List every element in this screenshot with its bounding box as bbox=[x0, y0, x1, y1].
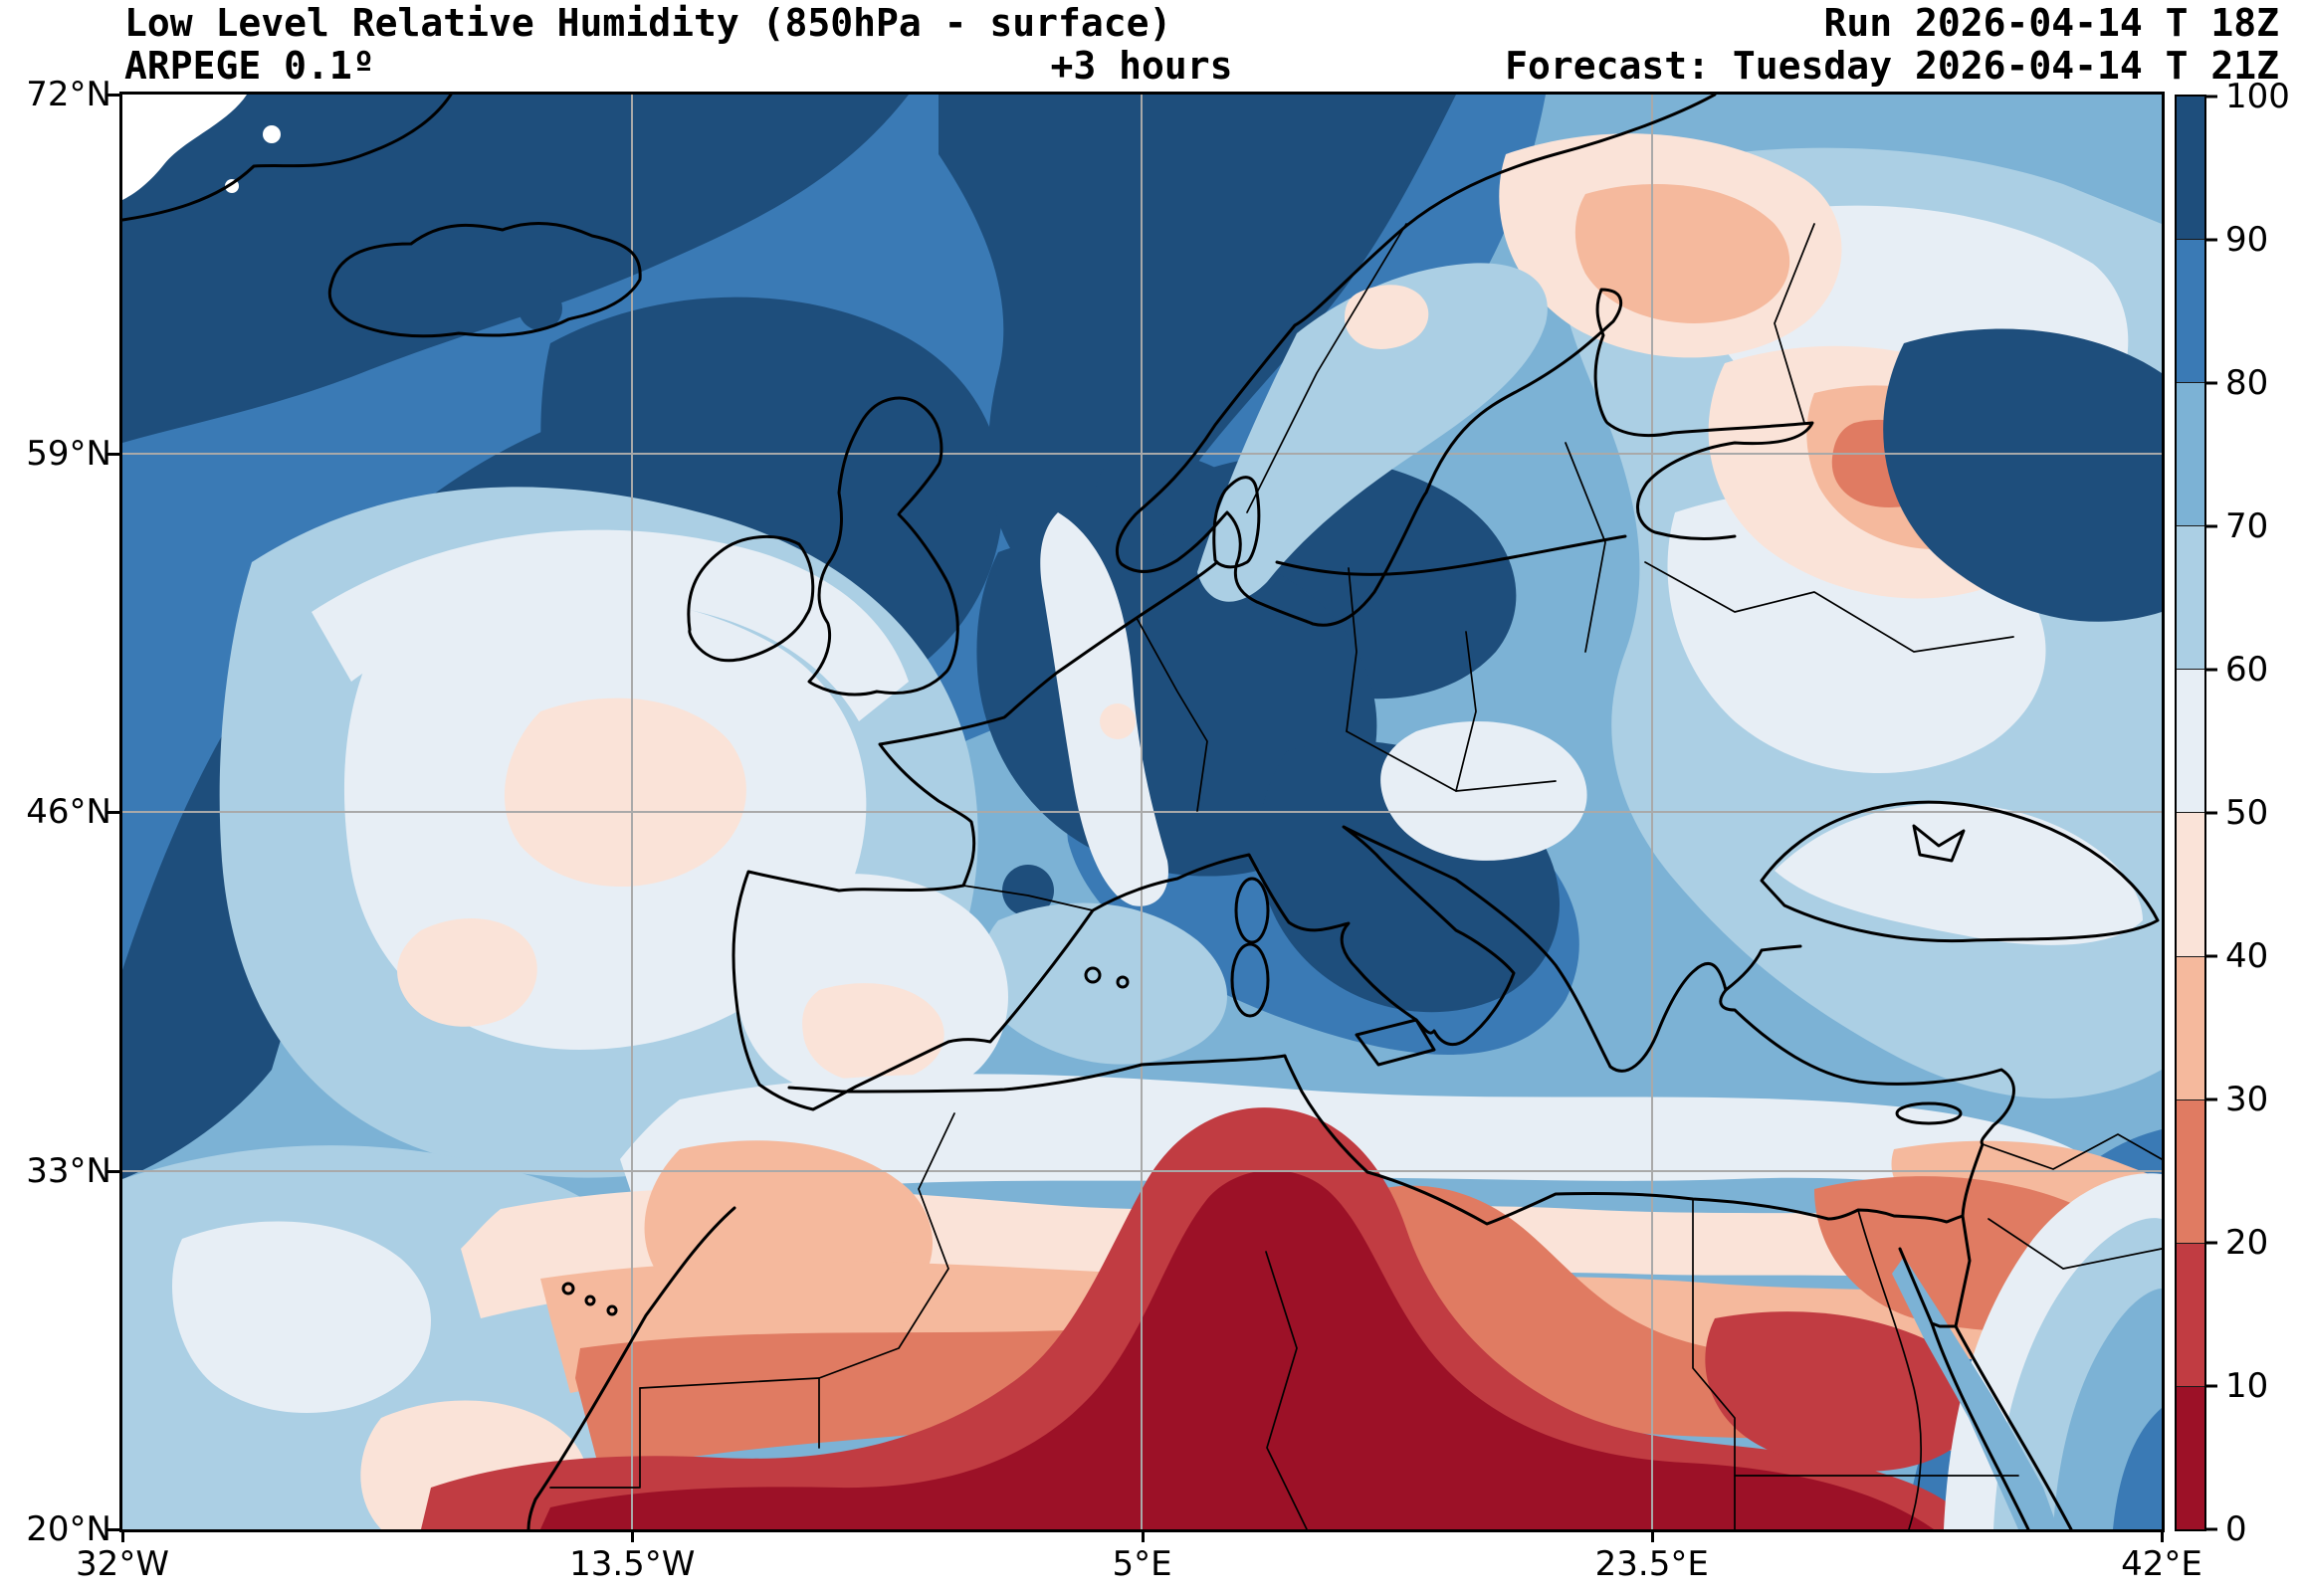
colorbar-bin-20-30 bbox=[2177, 1098, 2204, 1243]
colorbar-bin-80-90 bbox=[2177, 239, 2204, 383]
colorbar-tick-label: 40 bbox=[2225, 936, 2269, 976]
colorbar-tick bbox=[2206, 1097, 2217, 1101]
colorbar-tick bbox=[2206, 238, 2217, 242]
lat-tick bbox=[106, 452, 119, 456]
colorbar-bin-40-50 bbox=[2177, 812, 2204, 956]
colorbar-tick-label: 80 bbox=[2225, 363, 2269, 403]
lat-tick bbox=[106, 811, 119, 814]
colorbar-tick bbox=[2206, 381, 2217, 385]
colorbar-bin-30-40 bbox=[2177, 955, 2204, 1099]
colorbar-tick-label: 10 bbox=[2225, 1366, 2269, 1406]
colorbar-tick-label: 90 bbox=[2225, 220, 2269, 260]
colorbar-bin-60-70 bbox=[2177, 525, 2204, 670]
colorbar-tick bbox=[2206, 668, 2217, 672]
colorbar-tick bbox=[2206, 1241, 2217, 1245]
lat-tick-label: 59°N bbox=[26, 433, 111, 474]
map-canvas bbox=[119, 92, 2165, 1532]
forecast-label: Forecast: Tuesday 2026-04-14 T 21Z bbox=[1505, 44, 2279, 88]
lon-tick-label: 5°E bbox=[1112, 1544, 1172, 1584]
colorbar-tick-label: 0 bbox=[2225, 1509, 2247, 1549]
lat-tick-label: 72°N bbox=[26, 75, 111, 114]
colorbar-tick-label: 50 bbox=[2225, 793, 2269, 833]
lat-tick-label: 46°N bbox=[26, 792, 111, 832]
colorbar-bin-0-10 bbox=[2177, 1385, 2204, 1529]
lon-tick-label: 32°W bbox=[76, 1544, 169, 1584]
colorbar bbox=[2175, 95, 2206, 1531]
lon-tick bbox=[631, 1530, 635, 1542]
colorbar-tick bbox=[2206, 1384, 2217, 1388]
lon-tick bbox=[1650, 1530, 1654, 1542]
lon-tick bbox=[2161, 1530, 2164, 1542]
lat-tick-label: 20°N bbox=[26, 1509, 111, 1549]
colorbar-bin-90-100 bbox=[2177, 97, 2204, 240]
run-label: Run 2026-04-14 T 18Z bbox=[1823, 1, 2279, 45]
colorbar-tick-label: 70 bbox=[2225, 506, 2269, 546]
coastlines bbox=[122, 95, 2160, 1529]
lon-tick-label: 13.5°W bbox=[569, 1544, 696, 1584]
colorbar-tick bbox=[2206, 954, 2217, 958]
colorbar-tick-label: 20 bbox=[2225, 1223, 2269, 1263]
lat-tick bbox=[106, 1528, 119, 1531]
lon-tick-label: 42°E bbox=[2121, 1544, 2202, 1584]
lead-time-label: +3 hours bbox=[1050, 44, 1233, 88]
page-title: Low Level Relative Humidity (850hPa - su… bbox=[124, 1, 1172, 45]
lon-tick bbox=[121, 1530, 124, 1542]
colorbar-tick bbox=[2206, 1527, 2217, 1531]
colorbar-bin-70-80 bbox=[2177, 382, 2204, 526]
colorbar-bin-10-20 bbox=[2177, 1242, 2204, 1386]
colorbar-bin-50-60 bbox=[2177, 669, 2204, 813]
colorbar-tick bbox=[2206, 811, 2217, 815]
lat-tick bbox=[106, 1169, 119, 1173]
lat-tick-label: 33°N bbox=[26, 1150, 111, 1191]
colorbar-tick-label: 60 bbox=[2225, 650, 2269, 690]
lat-tick bbox=[106, 94, 119, 97]
colorbar-tick bbox=[2206, 95, 2217, 99]
graticule-gridlines bbox=[122, 95, 2162, 1529]
country-borders bbox=[549, 223, 2162, 1529]
humidity-contour-map bbox=[122, 95, 2162, 1529]
colorbar-tick-label: 30 bbox=[2225, 1080, 2269, 1119]
sahara-dry-bands bbox=[421, 1074, 2162, 1529]
colorbar-tick-label: 100 bbox=[2225, 77, 2290, 116]
lon-tick bbox=[1141, 1530, 1145, 1542]
colorbar-tick bbox=[2206, 524, 2217, 528]
model-label: ARPEGE 0.1º bbox=[124, 44, 375, 88]
lon-tick-label: 23.5°E bbox=[1594, 1544, 1709, 1584]
